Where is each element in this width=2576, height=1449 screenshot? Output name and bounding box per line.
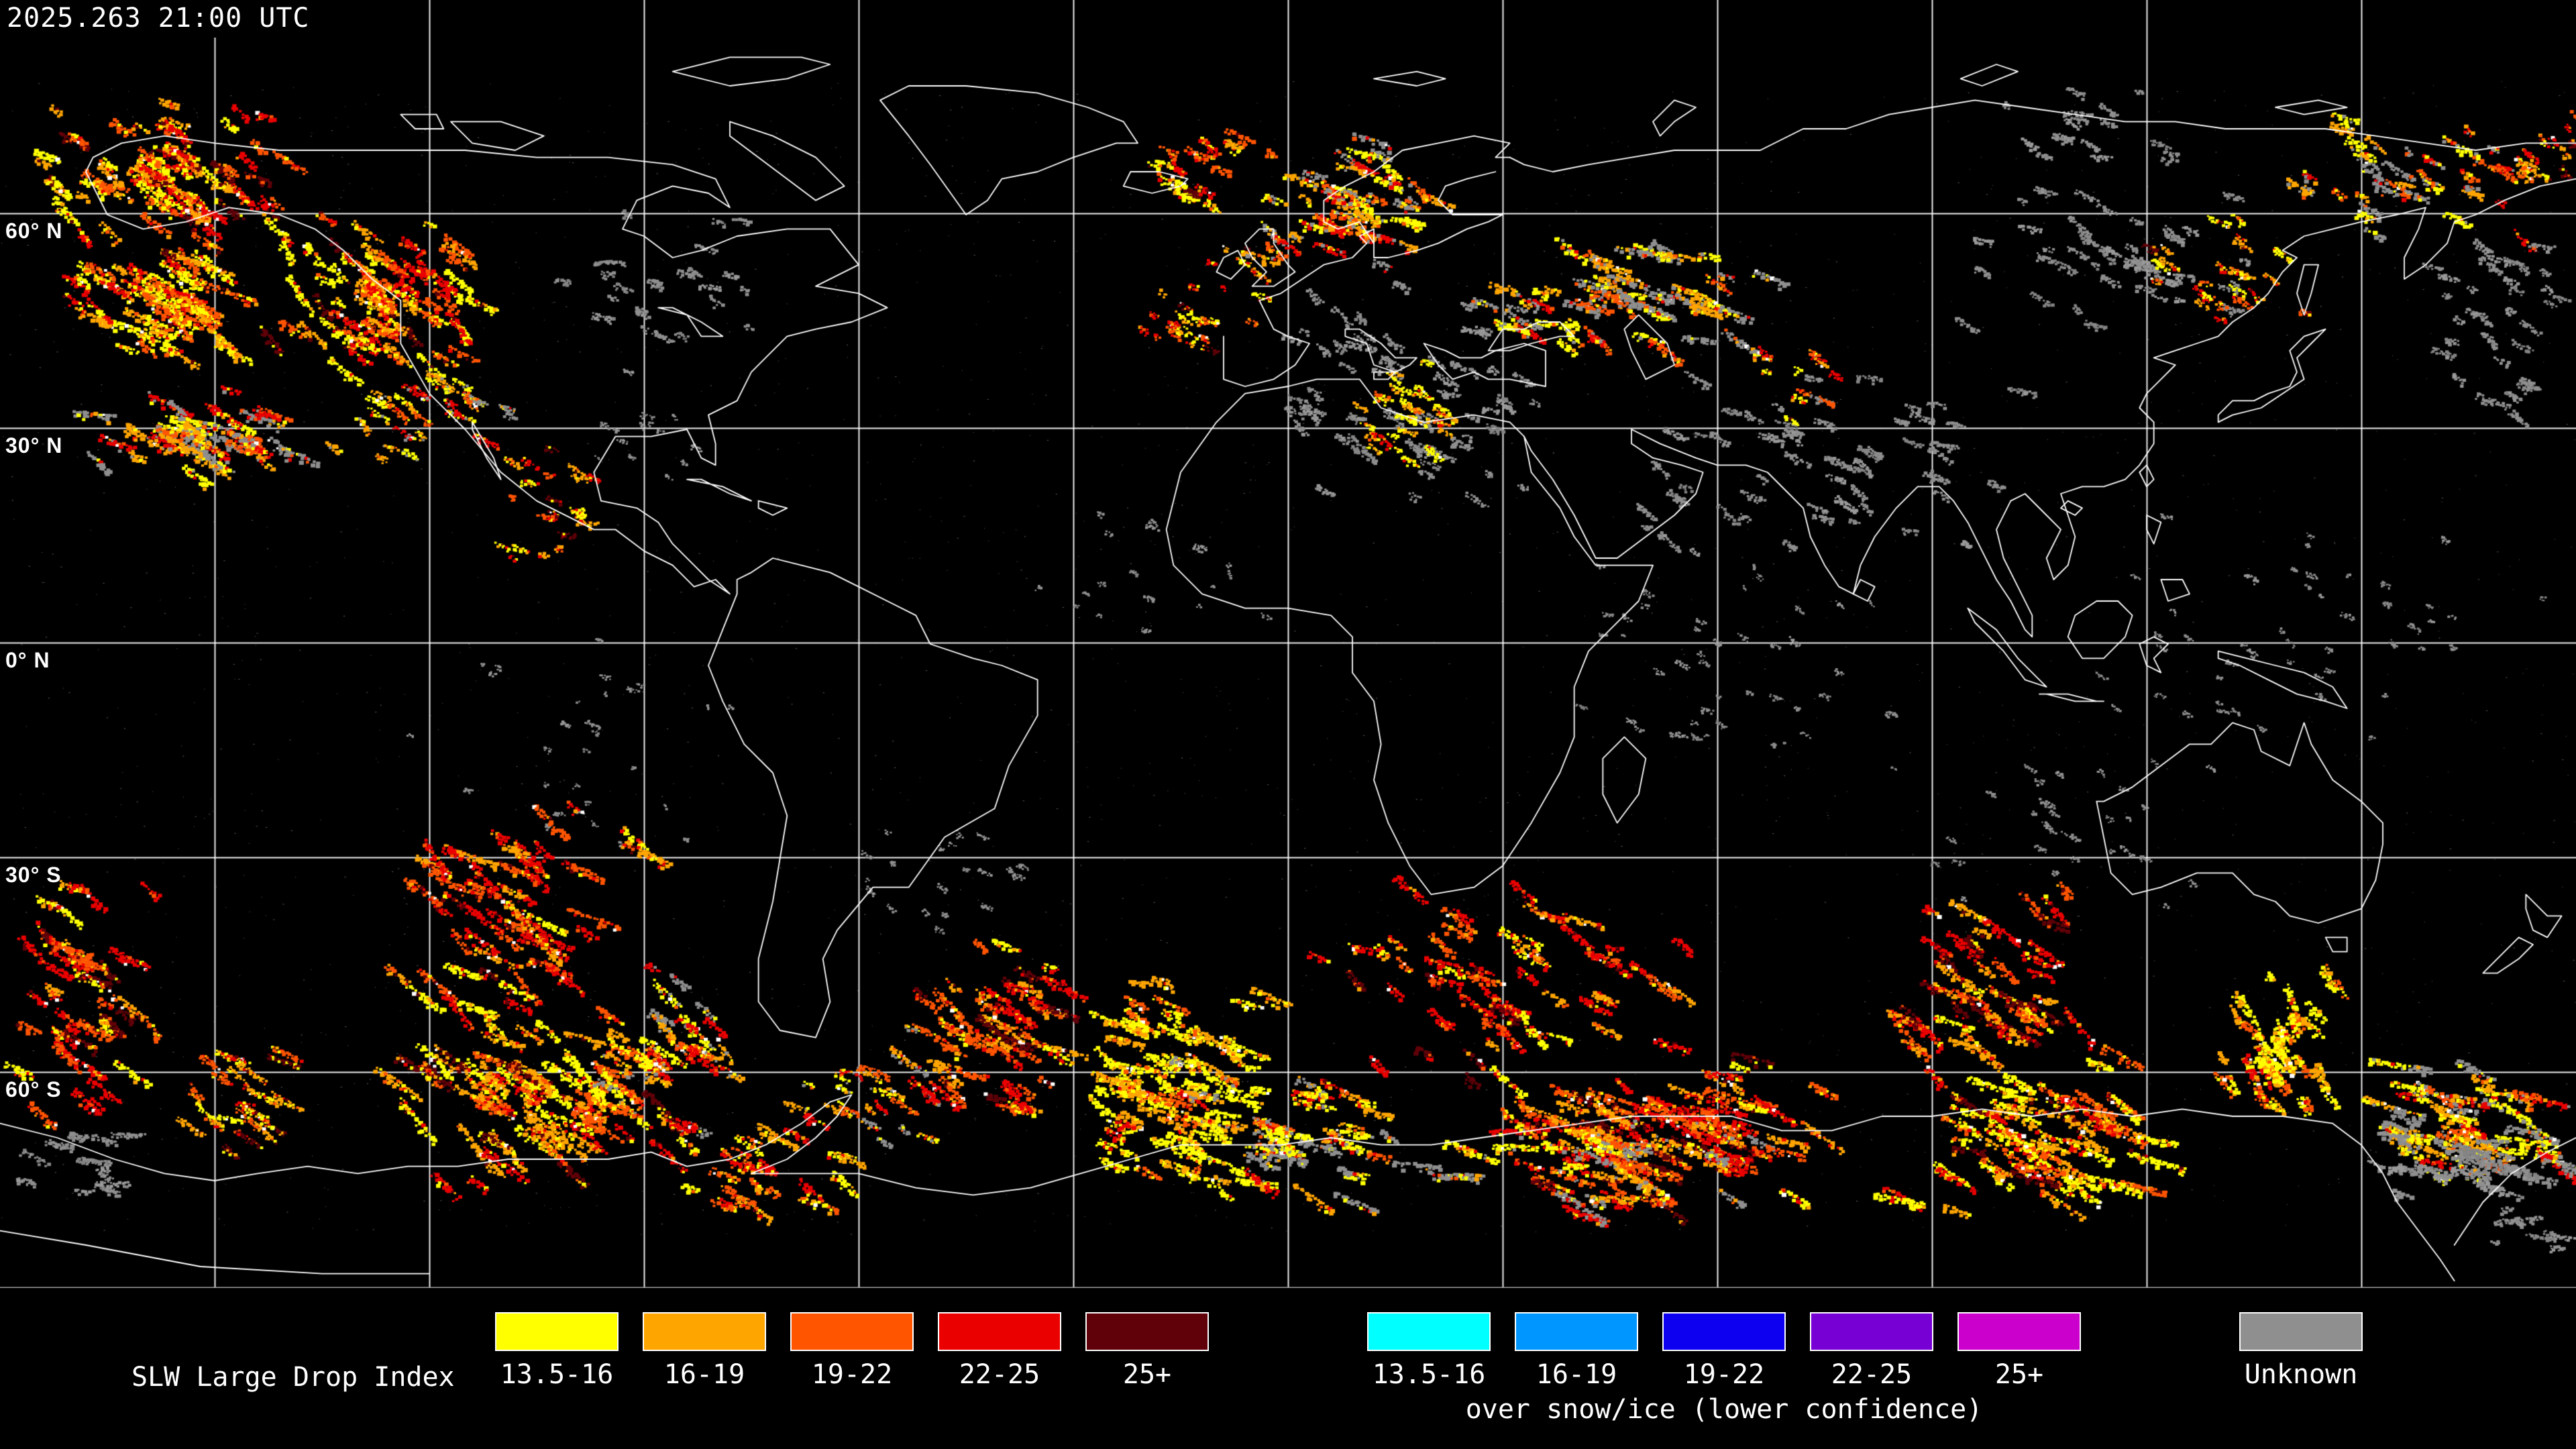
world-map-canvas (0, 0, 2576, 1288)
legend-cool-1-label: 16-19 (1536, 1359, 1617, 1390)
legend-warm-0-label: 13.5-16 (500, 1359, 614, 1390)
legend-warm-4-label: 25+ (1122, 1359, 1172, 1390)
legend-cool-0-swatch (1367, 1312, 1491, 1351)
lat-label-0n: 0° N (5, 648, 50, 672)
legend-unknown-label: Unknown (2244, 1359, 2358, 1390)
lat-label-60s: 60° S (5, 1077, 62, 1102)
legend-warm-3-label: 22-25 (959, 1359, 1040, 1390)
legend-warm-1-swatch (643, 1312, 766, 1351)
legend-unknown-swatch (2239, 1312, 2363, 1351)
legend-cool-3-label: 22-25 (1831, 1359, 1913, 1390)
legend-bar: SLW Large Drop Index 13.5-16 16-19 19-22 22… (0, 1288, 2576, 1449)
legend-title: SLW Large Drop Index (131, 1362, 455, 1393)
timestamp: 2025.263 21:00 UTC (4, 0, 317, 38)
lat-label-60n: 60° N (5, 219, 63, 243)
lat-label-30s: 30° S (5, 863, 62, 887)
legend-cool-4-swatch (1957, 1312, 2081, 1351)
legend-warm-1-label: 16-19 (663, 1359, 745, 1390)
legend-cool-4-label: 25+ (1994, 1359, 2044, 1390)
legend-cool-1-swatch (1515, 1312, 1638, 1351)
legend-snow-ice-caption: over snow/ice (lower confidence) (1465, 1394, 1983, 1425)
legend-cool-3-swatch (1810, 1312, 1933, 1351)
legend-warm-3-swatch (938, 1312, 1061, 1351)
legend-warm-0-swatch (495, 1312, 619, 1351)
lat-label-30n: 30° N (5, 433, 63, 458)
legend-warm-2-label: 19-22 (811, 1359, 893, 1390)
legend-cool-0-label: 13.5-16 (1372, 1359, 1486, 1390)
legend-warm-2-swatch (790, 1312, 914, 1351)
legend-cool-2-label: 19-22 (1683, 1359, 1765, 1390)
legend-cool-2-swatch (1662, 1312, 1786, 1351)
legend-warm-4-swatch (1085, 1312, 1209, 1351)
